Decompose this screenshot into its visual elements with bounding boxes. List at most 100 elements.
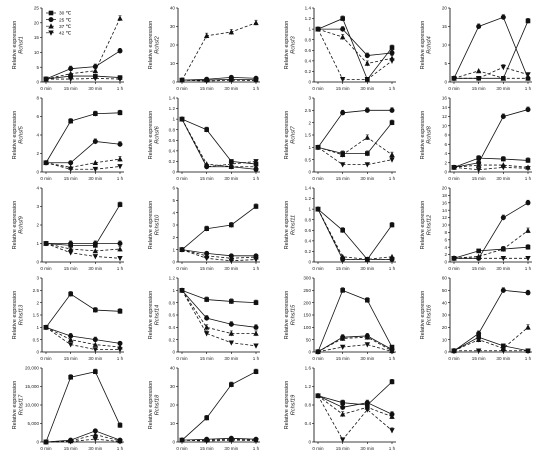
gene-label: Rchsf14 [154, 305, 160, 326]
y-axis-label-text: Relative expression [12, 21, 18, 70]
gene-label: Rchsf6 [154, 125, 160, 143]
y-axis-label-text: Relative expression [148, 21, 154, 70]
y-tick-label: 20 [442, 325, 448, 330]
series-line [317, 395, 393, 415]
data-point [92, 431, 99, 437]
x-tick-label: 15 min [200, 176, 214, 181]
y-axis-label: Relative expressionRchsf12 [420, 201, 432, 250]
gene-label: Rchsf8 [426, 125, 432, 143]
data-point [253, 438, 259, 444]
data-point [451, 165, 457, 171]
series-line [181, 249, 257, 259]
series-line [182, 438, 257, 441]
data-point [525, 348, 531, 354]
series-line [317, 136, 393, 156]
series-1 [315, 206, 395, 262]
series-3 [451, 348, 531, 354]
y-tick-label: 2.5 [305, 108, 312, 113]
y-axis-label: Relative expressionRchsf14 [148, 291, 160, 340]
x-tick-label: 0 min [40, 356, 52, 361]
series-3 [451, 256, 531, 262]
data-point [500, 14, 506, 20]
y-tick-label: 2 [444, 252, 447, 257]
panel-Rchsf8: 0 2 4 6 8 10 12 14 16 0 min 15 min 30 min 1 h Relativ… [420, 96, 532, 181]
y-tick-label: 0.2 [169, 159, 176, 164]
series-line [317, 208, 393, 260]
data-point [389, 428, 395, 434]
data-point [229, 299, 234, 304]
y-axis-label: Relative expressionRchsf1 [12, 21, 24, 70]
data-point [92, 436, 99, 442]
y-tick-label: 0.2 [305, 69, 312, 74]
y-tick-label: 5 [172, 198, 175, 203]
data-point [43, 439, 49, 445]
series-1 [43, 48, 123, 82]
data-point [117, 347, 123, 353]
series-0 [43, 201, 123, 248]
data-point [525, 72, 531, 78]
panel-Rchsf6: 0 0.2 0.4 0.6 0.8 1 1.2 1.4 0 min 15 min 30 min 1 h… [148, 96, 260, 181]
data-point [203, 78, 210, 84]
series-line [45, 162, 121, 170]
series-0 [43, 368, 123, 445]
y-tick-label: 1.5 [305, 133, 312, 138]
x-tick-label: 30 min [88, 356, 102, 361]
data-point [389, 349, 395, 355]
y-tick-label: 10 [34, 50, 40, 55]
x-tick-label: 0 min [448, 176, 460, 181]
x-tick-label: 30 min [88, 266, 102, 271]
data-point [204, 415, 209, 421]
data-point [92, 347, 99, 353]
x-tick-label: 0 min [40, 266, 52, 271]
y-tick-label: 25 [34, 6, 40, 11]
data-point [389, 157, 395, 163]
y-tick-label: 20 [34, 20, 40, 25]
y-axis-label-text: Relative expression [284, 21, 290, 70]
series-1 [315, 333, 395, 355]
x-tick-label: 1 h [389, 266, 396, 271]
series-line [181, 118, 257, 170]
x-tick-label: 15 min [200, 446, 214, 451]
y-tick-label: 0.6 [305, 228, 312, 233]
y-tick-label: 10 [170, 421, 176, 426]
series-line [453, 157, 529, 168]
y-tick-label: 4 [444, 151, 447, 156]
x-tick-label: 30 min [496, 266, 510, 271]
data-point [117, 48, 123, 54]
series-line [181, 249, 256, 257]
y-tick-label: 1.2 [305, 16, 312, 21]
y-axis-label: Relative expressionRchsf11 [284, 201, 296, 250]
data-point [340, 288, 345, 293]
data-point [253, 300, 259, 305]
series-1 [315, 26, 395, 59]
data-point [93, 111, 98, 117]
y-tick-label: 1.2 [305, 196, 312, 201]
data-point [364, 257, 371, 263]
data-point [67, 246, 74, 252]
series-1 [451, 199, 531, 261]
series-line [318, 28, 393, 56]
data-point [67, 76, 74, 82]
data-point [339, 344, 346, 350]
panel-Rchsf16: 0 10 20 30 40 50 60 0 min 15 min 30 min 1 h Relativ… [420, 276, 532, 361]
data-point [92, 76, 99, 82]
data-point [476, 248, 481, 254]
x-tick-label: 15 min [336, 356, 350, 361]
series-line [46, 78, 121, 80]
data-point [92, 138, 98, 144]
series-3 [43, 325, 123, 353]
data-point [228, 258, 235, 264]
data-point [339, 437, 346, 443]
data-point [92, 248, 99, 254]
x-tick-label: 0 min [448, 86, 460, 91]
series-1 [179, 116, 259, 172]
x-tick-label: 15 min [336, 266, 350, 271]
series-line [45, 438, 121, 443]
x-tick-label: 30 min [224, 446, 238, 451]
gene-label: Rchsf13 [18, 304, 24, 325]
data-point [500, 287, 506, 293]
data-point [339, 34, 346, 40]
gene-label: Rchsf2 [154, 35, 160, 53]
data-point [68, 118, 73, 124]
data-point [475, 167, 482, 173]
